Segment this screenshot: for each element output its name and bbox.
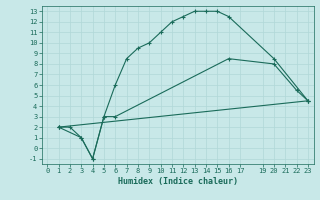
X-axis label: Humidex (Indice chaleur): Humidex (Indice chaleur) <box>118 177 237 186</box>
